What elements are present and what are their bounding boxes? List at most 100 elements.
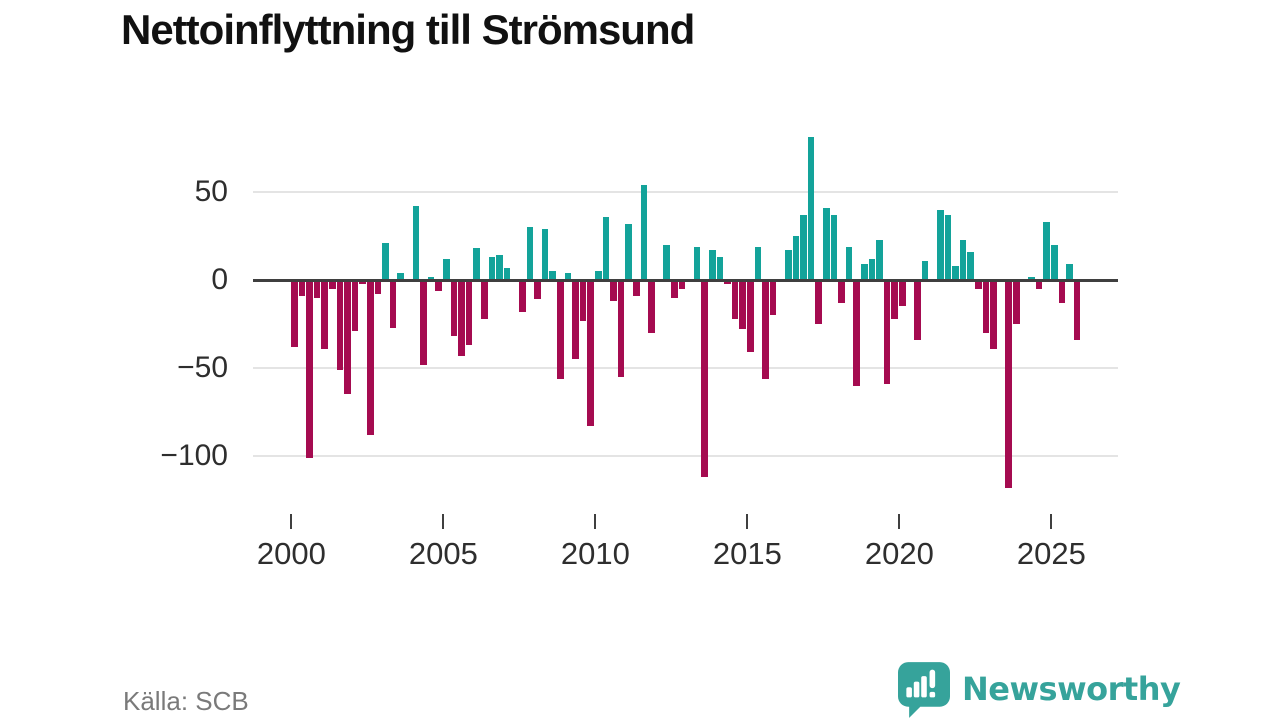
y-axis-label: 0 — [211, 263, 228, 296]
bar-2000Q4 — [313, 280, 321, 298]
bar-2019Q3 — [883, 280, 891, 384]
bar-2025Q3 — [1066, 264, 1073, 280]
bar-2015Q1 — [746, 280, 754, 353]
bar-2019Q4 — [891, 280, 899, 319]
bar-2001Q4 — [344, 280, 351, 395]
chart-title: Nettoinflyttning till Strömsund — [121, 6, 695, 53]
bar-2022Q3 — [974, 280, 982, 289]
gridline--50 — [253, 367, 1118, 369]
bar-2017Q1 — [807, 137, 815, 280]
bar-2009Q4 — [587, 280, 595, 427]
bar-2014Q3 — [731, 280, 739, 319]
bar-2024Q4 — [1043, 221, 1051, 280]
newsworthy-wordmark: Newsworthy — [962, 670, 1181, 708]
bar-2008Q2 — [541, 229, 549, 280]
bar-2022Q4 — [982, 280, 990, 333]
bar-2006Q2 — [480, 280, 488, 319]
bar-2025Q1 — [1050, 244, 1058, 280]
bar-2008Q4 — [556, 280, 564, 379]
bar-2003Q2 — [389, 280, 397, 328]
newsworthy-logo-icon — [898, 662, 950, 720]
bar-2002Q2 — [359, 280, 367, 284]
bar-2006Q3 — [488, 257, 496, 280]
bar-2004Q4 — [435, 280, 443, 291]
bar-2013Q4 — [708, 250, 716, 280]
bar-2000Q2 — [298, 280, 306, 296]
bar-2004Q1 — [412, 206, 420, 280]
bar-2016Q3 — [792, 236, 800, 280]
bar-2016Q2 — [784, 250, 792, 280]
x-axis-tick-2025 — [1050, 514, 1053, 529]
bar-2012Q3 — [670, 280, 678, 298]
bar-2004Q2 — [420, 280, 427, 365]
bar-2009Q1 — [564, 273, 572, 280]
bar-2001Q1 — [321, 280, 329, 349]
bar-2024Q3 — [1035, 280, 1043, 289]
bar-2012Q4 — [678, 280, 686, 289]
bar-2011Q3 — [640, 185, 648, 280]
bar-2001Q2 — [328, 280, 336, 289]
bar-2010Q2 — [602, 216, 610, 280]
x-axis-label: 2025 — [1016, 536, 1086, 571]
bar-2000Q3 — [306, 280, 313, 458]
bar-2007Q1 — [503, 267, 511, 280]
bar-2024Q2 — [1028, 276, 1035, 280]
bar-2021Q2 — [936, 209, 944, 280]
bar-2019Q2 — [876, 239, 883, 280]
bar-2010Q4 — [617, 280, 625, 377]
bar-2011Q1 — [625, 223, 633, 280]
bar-2004Q3 — [427, 276, 435, 280]
x-axis-tick-2010 — [594, 514, 597, 529]
bar-2025Q2 — [1058, 280, 1066, 303]
x-axis-tick-2000 — [290, 514, 293, 529]
bar-2008Q3 — [549, 271, 557, 280]
bar-2011Q2 — [632, 280, 640, 296]
bar-2023Q4 — [1012, 280, 1020, 324]
bar-2018Q3 — [853, 280, 861, 386]
bar-2019Q1 — [868, 258, 876, 280]
gridline--100 — [253, 455, 1118, 457]
bar-2021Q3 — [944, 214, 952, 280]
bar-2008Q1 — [534, 280, 541, 300]
bar-2014Q2 — [724, 280, 731, 284]
x-axis-tick-2020 — [898, 514, 901, 529]
x-axis-label: 2005 — [408, 536, 478, 571]
y-axis-label: −100 — [160, 439, 228, 472]
bar-2015Q2 — [754, 246, 762, 280]
bar-2017Q4 — [830, 214, 838, 280]
bar-2010Q3 — [610, 280, 617, 302]
bar-2012Q2 — [663, 244, 671, 280]
bar-2009Q2 — [572, 280, 579, 360]
bar-2015Q3 — [762, 280, 769, 379]
bar-2000Q1 — [290, 280, 298, 347]
x-axis-label: 2020 — [864, 536, 934, 571]
x-axis-tick-2015 — [746, 514, 749, 529]
gridline-50 — [253, 191, 1118, 193]
bar-2009Q3 — [579, 280, 587, 321]
bar-2005Q2 — [450, 280, 458, 337]
x-axis-tick-2005 — [442, 514, 445, 529]
bar-2007Q3 — [518, 280, 526, 312]
bar-2017Q2 — [815, 280, 823, 324]
bar-2025Q4 — [1073, 280, 1081, 340]
y-axis-label: −50 — [177, 351, 228, 384]
bar-2020Q1 — [898, 280, 906, 307]
bar-2010Q1 — [594, 271, 602, 280]
bar-2007Q4 — [526, 227, 534, 280]
bar-2011Q4 — [648, 280, 655, 333]
zero-axis-line — [253, 278, 1118, 282]
bar-2023Q1 — [990, 280, 997, 349]
x-axis-label: 2000 — [256, 536, 326, 571]
y-axis-label: 50 — [194, 175, 228, 208]
bar-2021Q4 — [952, 265, 959, 280]
bar-2002Q4 — [374, 280, 382, 295]
bar-2003Q1 — [382, 243, 389, 280]
bar-2015Q4 — [769, 280, 777, 316]
bar-2020Q3 — [914, 280, 921, 340]
bar-2013Q2 — [693, 246, 701, 280]
bar-2006Q1 — [473, 248, 481, 280]
bar-2018Q1 — [838, 280, 845, 303]
bar-2018Q4 — [860, 264, 868, 280]
bar-2002Q3 — [366, 280, 374, 435]
